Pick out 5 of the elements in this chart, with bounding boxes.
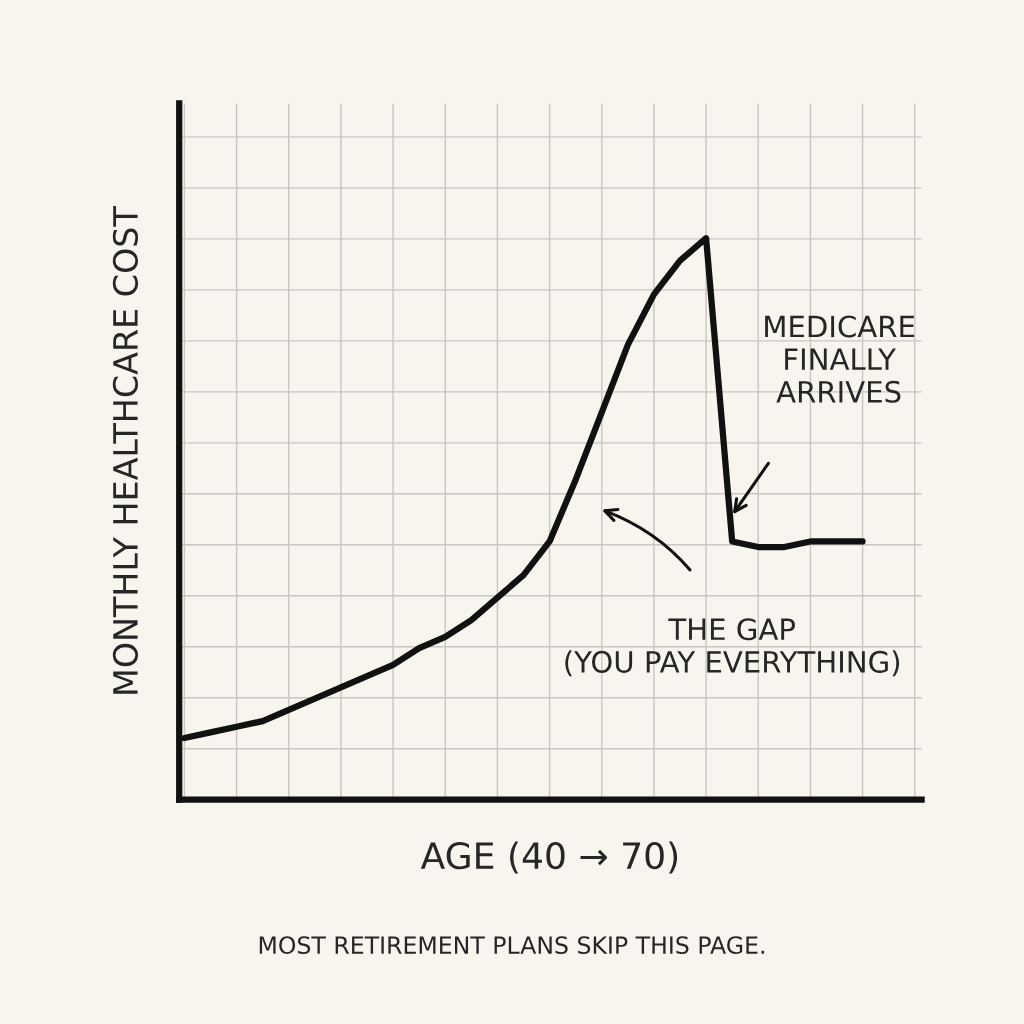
text: MOST RETIREMENT PLANS SKIP THIS PAGE. xyxy=(259,936,764,955)
annotation: THE GAP (YOU PAY EVERYTHING) xyxy=(565,618,900,677)
annotation: MEDICARE FINALLY ARRIVES xyxy=(765,315,915,403)
y-axis-title: MONTHLY HEALTHCARE COST xyxy=(112,206,139,694)
x-axis-title: AGE (40 → 70) xyxy=(420,841,678,874)
